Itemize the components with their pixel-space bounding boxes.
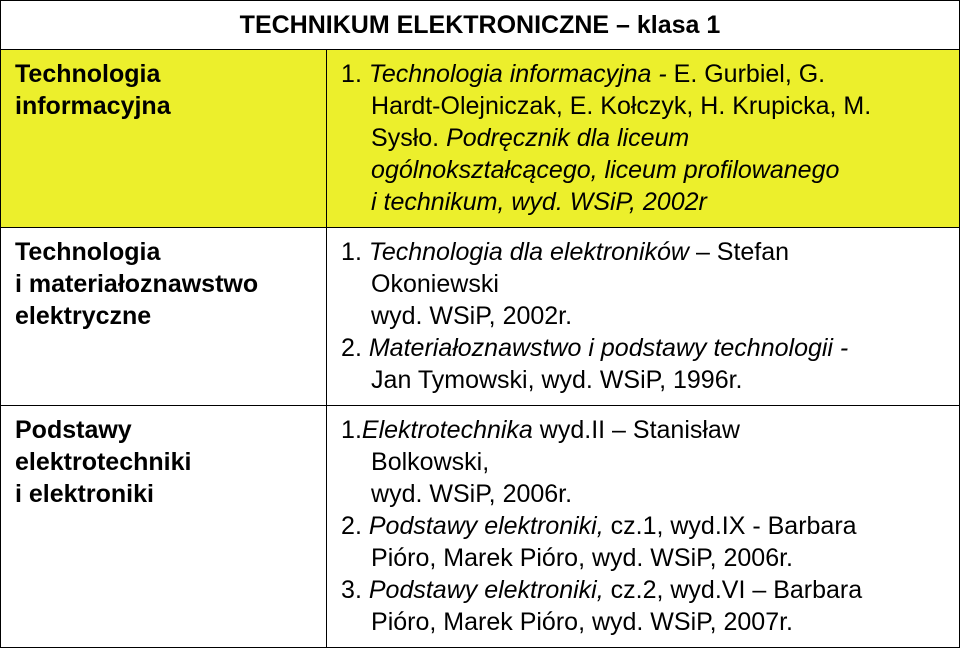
title-text: Technologia dla elektroników <box>369 238 689 266</box>
num: 3. <box>341 576 362 604</box>
subject-content-3: 1.Elektrotechnika wyd.II – Stanisław Bol… <box>327 405 960 647</box>
text: Hardt-Olejniczak, E. Kołczyk, H. Krupick… <box>341 90 945 122</box>
subject-content-2: 1. Technologia dla elektroników – Stefan… <box>327 228 960 406</box>
text: Okoniewski <box>341 268 945 300</box>
title-text: Podstawy elektroniki, <box>369 576 611 604</box>
title-row: TECHNIKUM ELEKTRONICZNE – klasa 1 <box>1 1 960 50</box>
label-line: informacyjna <box>15 92 171 120</box>
num: 2. <box>341 512 362 540</box>
title-text: Materiałoznawstwo i podstawy technologii… <box>369 334 848 362</box>
subject-row-2: Technologia i materiałoznawstwo elektryc… <box>1 228 960 406</box>
entry: 1. Technologia informacyjna - E. Gurbiel… <box>341 58 945 90</box>
text: – Stefan <box>696 238 789 266</box>
title-text: Podstawy elektroniki, <box>369 512 611 540</box>
entry: 2. Podstawy elektroniki, cz.1, wyd.IX - … <box>341 510 945 542</box>
text: Bolkowski, <box>341 446 945 478</box>
subject-label-2: Technologia i materiałoznawstwo elektryc… <box>1 228 327 406</box>
subject-label-3: Podstawy elektrotechniki i elektroniki <box>1 405 327 647</box>
entry: 2. Materiałoznawstwo i podstawy technolo… <box>341 332 945 364</box>
text: Pióro, Marek Pióro, wyd. WSiP, 2007r. <box>341 606 945 638</box>
text: wyd. WSiP, 2006r. <box>341 478 945 510</box>
subject-content-1: 1. Technologia informacyjna - E. Gurbiel… <box>327 50 960 228</box>
subtitle: Podręcznik dla liceum <box>446 124 689 152</box>
text: E. Gurbiel, G. <box>674 60 825 88</box>
subjects-table: TECHNIKUM ELEKTRONICZNE – klasa 1 Techno… <box>0 0 960 648</box>
label-line: elektryczne <box>15 302 151 330</box>
subject-row-1: Technologia informacyjna 1. Technologia … <box>1 50 960 228</box>
entry: 3. Podstawy elektroniki, cz.2, wyd.VI – … <box>341 574 945 606</box>
num: 1. <box>341 238 362 266</box>
text: Jan Tymowski, wyd. WSiP, 1996r. <box>341 364 945 396</box>
num: 2. <box>341 334 362 362</box>
text: wyd. WSiP, 2002r. <box>341 300 945 332</box>
subtitle: i technikum, wyd. WSiP, 2002r <box>341 186 945 218</box>
text: Sysło. <box>371 124 446 152</box>
label-line: Technologia <box>15 60 160 88</box>
table-title: TECHNIKUM ELEKTRONICZNE – klasa 1 <box>1 1 960 50</box>
subtitle: ogólnokształcącego, liceum profilowanego <box>341 154 945 186</box>
text: Sysło. Podręcznik dla liceum <box>341 122 945 154</box>
text: cz.1, wyd.IX - Barbara <box>611 512 857 540</box>
text: cz.2, wyd.VI – Barbara <box>611 576 863 604</box>
label-line: Podstawy <box>15 416 132 444</box>
title-text: Elektrotechnika <box>362 416 533 444</box>
subject-row-3: Podstawy elektrotechniki i elektroniki 1… <box>1 405 960 647</box>
label-line: i materiałoznawstwo <box>15 270 258 298</box>
label-line: Technologia <box>15 238 160 266</box>
page-root: { "title": "TECHNIKUM ELEKTRONICZNE – kl… <box>0 0 960 648</box>
label-line: elektrotechniki <box>15 448 191 476</box>
entry: 1. Technologia dla elektroników – Stefan <box>341 236 945 268</box>
text: Pióro, Marek Pióro, wyd. WSiP, 2006r. <box>341 542 945 574</box>
label-line: i elektroniki <box>15 480 154 508</box>
text: wyd.II – Stanisław <box>540 416 740 444</box>
subject-label-1: Technologia informacyjna <box>1 50 327 228</box>
title-text: Technologia informacyjna - <box>369 60 667 88</box>
num: 1. <box>341 60 362 88</box>
entry: 1.Elektrotechnika wyd.II – Stanisław <box>341 414 945 446</box>
num: 1. <box>341 416 362 444</box>
